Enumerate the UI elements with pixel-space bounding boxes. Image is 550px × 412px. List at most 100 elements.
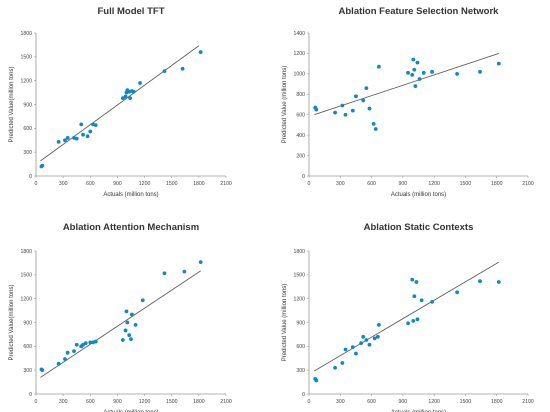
data-point xyxy=(496,61,501,66)
x-tick-label: 900 xyxy=(399,181,408,187)
data-point xyxy=(79,122,84,127)
x-tick-label: 1200 xyxy=(428,181,440,187)
data-point xyxy=(343,347,348,352)
x-tick-label: 2100 xyxy=(220,181,232,187)
x-tick-label: 300 xyxy=(59,181,68,187)
x-tick-label: 1200 xyxy=(428,399,440,405)
y-tick-label: 1800 xyxy=(20,249,32,255)
data-point xyxy=(125,320,130,325)
y-tick-label: 1000 xyxy=(293,72,305,78)
data-point xyxy=(478,69,482,74)
data-point xyxy=(375,334,380,339)
data-point xyxy=(411,319,416,323)
y-tick-label: 300 xyxy=(23,368,32,374)
data-point xyxy=(81,132,85,137)
data-point xyxy=(361,334,366,339)
data-point xyxy=(65,350,70,355)
x-tick-label: 0 xyxy=(35,399,38,405)
x-tick-label: 1200 xyxy=(139,399,151,405)
data-point xyxy=(123,328,128,333)
trend-line xyxy=(40,45,200,162)
y-tick-label: 0 xyxy=(29,392,32,398)
data-point xyxy=(417,77,422,81)
trend-line xyxy=(313,261,500,372)
data-point xyxy=(430,299,434,304)
data-point xyxy=(74,342,79,347)
data-point xyxy=(354,94,358,99)
data-point xyxy=(411,57,416,62)
data-point xyxy=(419,298,424,303)
y-tick-label: 600 xyxy=(296,344,305,350)
x-tick-label: 300 xyxy=(336,181,345,187)
chart-panel-3: Ablation Attention Mechanism 0 300 600 900 12… xyxy=(9,222,232,412)
data-point xyxy=(162,69,167,74)
chart-title: Ablation Feature Selection Network xyxy=(339,6,500,17)
data-point xyxy=(373,127,378,131)
trend-line xyxy=(314,53,499,116)
data-point xyxy=(124,309,129,314)
data-point xyxy=(63,138,67,143)
chart-panel-1: Full Model TFT 0 300 600 900 1200 1500 1800 2100… xyxy=(9,6,232,198)
data-point xyxy=(354,351,358,356)
x-tick-label: 2100 xyxy=(522,399,534,405)
data-point xyxy=(496,280,501,284)
data-point xyxy=(406,70,410,75)
chart-title: Ablation Static Contexts xyxy=(364,222,474,233)
x-tick-label: 900 xyxy=(399,399,408,405)
data-point xyxy=(376,64,381,69)
data-point xyxy=(140,298,145,303)
x-tick-label: 0 xyxy=(308,399,311,405)
x-tick-label: 600 xyxy=(86,399,95,405)
x-tick-label: 0 xyxy=(35,181,38,187)
data-point xyxy=(88,129,93,134)
data-point xyxy=(367,342,372,347)
y-axis-label: Predicted Value (million tons) xyxy=(282,66,288,144)
data-point xyxy=(65,135,70,140)
y-tick-label: 900 xyxy=(296,320,305,326)
data-point xyxy=(413,84,418,89)
y-tick-label: 1200 xyxy=(20,78,32,84)
y-tick-label: 900 xyxy=(23,320,32,326)
data-point xyxy=(131,89,136,94)
data-point xyxy=(350,108,355,113)
x-tick-label: 0 xyxy=(308,181,311,187)
data-point xyxy=(350,345,355,350)
data-point xyxy=(198,50,203,54)
x-tick-label: 2100 xyxy=(522,181,534,187)
y-axis-label: Predicted Value(million tons) xyxy=(9,67,15,143)
x-tick-label: 300 xyxy=(59,399,68,405)
y-tick-label: 800 xyxy=(296,92,305,98)
x-tick-label: 900 xyxy=(113,399,122,405)
y-axis-label: Predicted Value (million tons) xyxy=(282,284,288,362)
data-point xyxy=(364,338,369,342)
x-tick-label: 600 xyxy=(367,181,376,187)
data-point xyxy=(455,71,459,76)
data-point xyxy=(120,338,125,342)
data-point xyxy=(376,322,381,327)
data-point xyxy=(412,67,417,72)
data-point xyxy=(333,110,337,115)
data-point xyxy=(130,312,134,317)
y-tick-label: 200 xyxy=(296,153,305,159)
data-point xyxy=(162,271,167,276)
x-tick-label: 1500 xyxy=(166,399,178,405)
y-tick-label: 0 xyxy=(302,392,305,398)
y-tick-label: 1500 xyxy=(293,273,305,279)
chart-panel-4: Ablation Static Contexts 0 300 600 900 1200 15… xyxy=(282,222,534,412)
data-point xyxy=(123,94,128,99)
data-point xyxy=(56,361,61,366)
x-tick-label: 2100 xyxy=(220,399,232,405)
y-tick-label: 1500 xyxy=(20,273,32,279)
x-tick-label: 1500 xyxy=(460,181,472,187)
y-tick-label: 900 xyxy=(23,102,32,108)
y-tick-label: 1500 xyxy=(20,55,32,61)
data-point xyxy=(359,341,364,346)
x-axis-label: Actuals (million tons) xyxy=(391,192,446,198)
y-tick-label: 1200 xyxy=(293,51,305,57)
y-tick-label: 1800 xyxy=(293,249,305,255)
data-point xyxy=(314,378,319,383)
data-point xyxy=(129,337,133,342)
data-point xyxy=(133,322,138,327)
y-tick-label: 1800 xyxy=(20,31,32,37)
